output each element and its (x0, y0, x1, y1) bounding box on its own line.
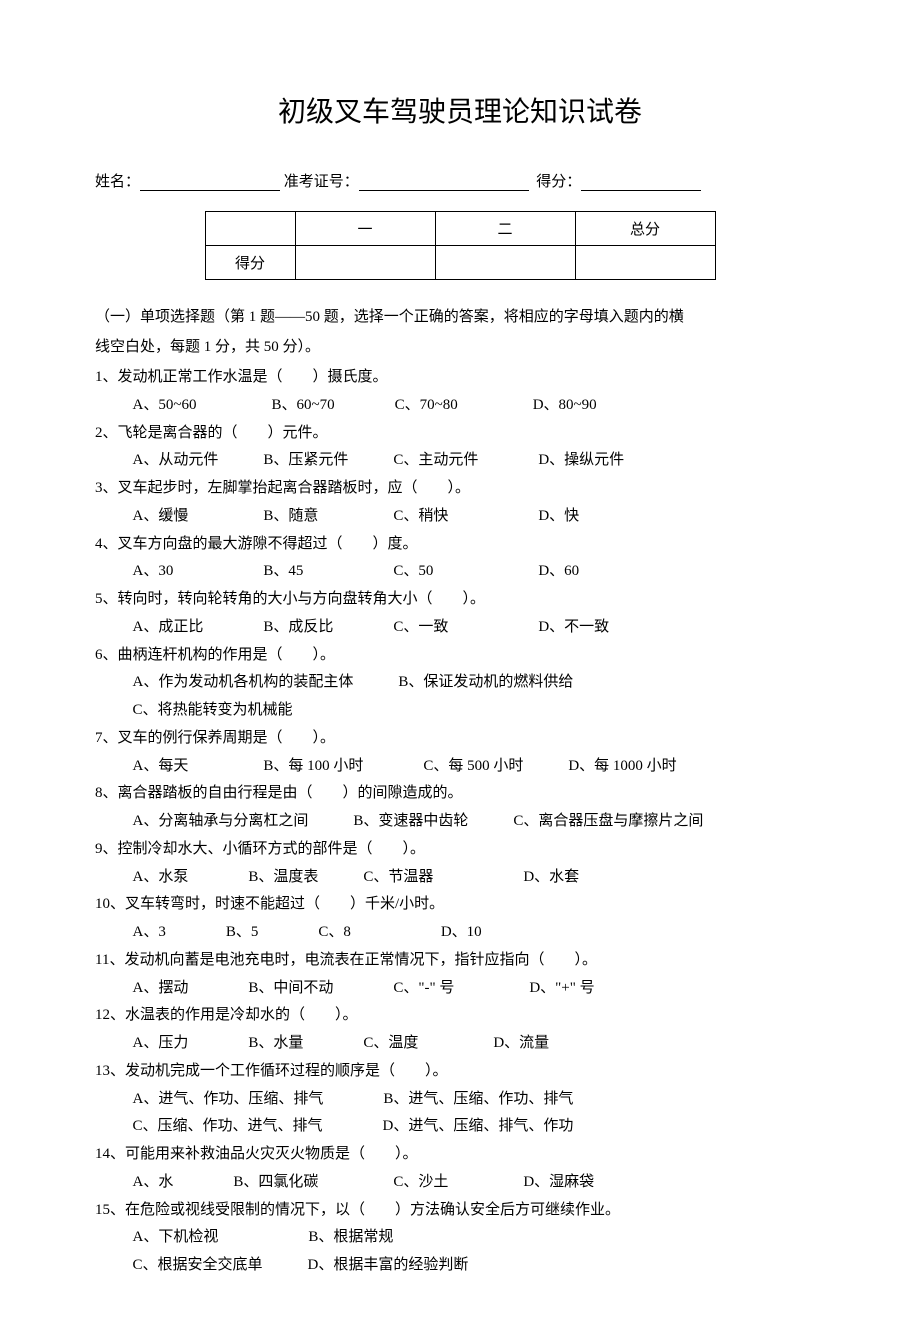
question-options: A、成正比 B、成反比 C、一致 D、不一致 (95, 614, 825, 642)
question-text: 5、转向时，转向轮转角的大小与方向盘转角大小（ ）。 (95, 586, 825, 614)
table-cell (435, 246, 575, 280)
table-row: 一 二 总分 (205, 212, 715, 246)
question-item: 6、曲柄连杆机构的作用是（ ）。A、作为发动机各机构的装配主体 B、保证发动机的… (95, 642, 825, 725)
section-intro-line2: 线空白处，每题 1 分，共 50 分）。 (95, 335, 825, 361)
question-options: A、进气、作功、压缩、排气 B、进气、压缩、作功、排气 (95, 1086, 825, 1114)
question-item: 11、发动机向蓄是电池充电时，电流表在正常情况下，指针应指向（ ）。A、摆动 B… (95, 947, 825, 1003)
table-cell: 得分 (205, 246, 295, 280)
table-row: 得分 (205, 246, 715, 280)
question-options: A、水 B、四氯化碳 C、沙土 D、湿麻袋 (95, 1169, 825, 1197)
question-text: 12、水温表的作用是冷却水的（ ）。 (95, 1002, 825, 1030)
table-cell (575, 246, 715, 280)
question-options: A、3 B、5 C、8 D、10 (95, 919, 825, 947)
table-cell (295, 246, 435, 280)
question-text: 3、叉车起步时，左脚掌抬起离合器踏板时，应（ ）。 (95, 475, 825, 503)
exam-no-blank (359, 173, 529, 191)
question-options: A、30 B、45 C、50 D、60 (95, 558, 825, 586)
question-options: A、缓慢 B、随意 C、稍快 D、快 (95, 503, 825, 531)
question-options: A、水泵 B、温度表 C、节温器 D、水套 (95, 864, 825, 892)
question-options: A、从动元件 B、压紧元件 C、主动元件 D、操纵元件 (95, 447, 825, 475)
question-item: 4、叉车方向盘的最大游隙不得超过（ ）度。A、30 B、45 C、50 D、60 (95, 531, 825, 587)
question-options: C、根据安全交底单 D、根据丰富的经验判断 (95, 1252, 825, 1280)
question-options: A、每天 B、每 100 小时 C、每 500 小时 D、每 1000 小时 (95, 753, 825, 781)
table-cell: 总分 (575, 212, 715, 246)
score-label: 得分： (536, 174, 581, 190)
question-text: 4、叉车方向盘的最大游隙不得超过（ ）度。 (95, 531, 825, 559)
question-item: 5、转向时，转向轮转角的大小与方向盘转角大小（ ）。A、成正比 B、成反比 C、… (95, 586, 825, 642)
table-cell (205, 212, 295, 246)
question-options: A、压力 B、水量 C、温度 D、流量 (95, 1030, 825, 1058)
question-item: 15、在危险或视线受限制的情况下，以（ ）方法确认安全后方可继续作业。A、下机检… (95, 1197, 825, 1280)
question-text: 9、控制冷却水大、小循环方式的部件是（ ）。 (95, 836, 825, 864)
question-text: 13、发动机完成一个工作循环过程的顺序是（ ）。 (95, 1058, 825, 1086)
question-options: A、作为发动机各机构的装配主体 B、保证发动机的燃料供给 (95, 669, 825, 697)
exam-no-label: 准考证号： (284, 174, 359, 190)
page-title: 初级叉车驾驶员理论知识试卷 (95, 90, 825, 130)
question-item: 9、控制冷却水大、小循环方式的部件是（ ）。A、水泵 B、温度表 C、节温器 D… (95, 836, 825, 892)
question-text: 1、发动机正常工作水温是（ ）摄氏度。 (95, 364, 825, 392)
name-label: 姓名： (95, 174, 140, 190)
table-cell: 一 (295, 212, 435, 246)
question-options: C、将热能转变为机械能 (95, 697, 825, 725)
question-item: 3、叉车起步时，左脚掌抬起离合器踏板时，应（ ）。A、缓慢 B、随意 C、稍快 … (95, 475, 825, 531)
score-blank (581, 173, 701, 191)
question-options: A、下机检视 B、根据常规 (95, 1224, 825, 1252)
question-item: 8、离合器踏板的自由行程是由（ ）的间隙造成的。A、分离轴承与分离杠之间 B、变… (95, 780, 825, 836)
question-text: 14、可能用来补救油品火灾灭火物质是（ ）。 (95, 1141, 825, 1169)
question-text: 11、发动机向蓄是电池充电时，电流表在正常情况下，指针应指向（ ）。 (95, 947, 825, 975)
questions-container: 1、发动机正常工作水温是（ ）摄氏度。A、50~60 B、60~70 C、70~… (95, 364, 825, 1280)
question-item: 7、叉车的例行保养周期是（ ）。A、每天 B、每 100 小时 C、每 500 … (95, 725, 825, 781)
question-text: 15、在危险或视线受限制的情况下，以（ ）方法确认安全后方可继续作业。 (95, 1197, 825, 1225)
question-text: 8、离合器踏板的自由行程是由（ ）的间隙造成的。 (95, 780, 825, 808)
question-options: A、分离轴承与分离杠之间 B、变速器中齿轮 C、离合器压盘与摩擦片之间 (95, 808, 825, 836)
name-blank (140, 173, 280, 191)
question-text: 10、叉车转弯时，时速不能超过（ ）千米/小时。 (95, 891, 825, 919)
table-cell: 二 (435, 212, 575, 246)
question-text: 7、叉车的例行保养周期是（ ）。 (95, 725, 825, 753)
question-text: 6、曲柄连杆机构的作用是（ ）。 (95, 642, 825, 670)
question-item: 14、可能用来补救油品火灾灭火物质是（ ）。A、水 B、四氯化碳 C、沙土 D、… (95, 1141, 825, 1197)
section-intro-line1: （一）单项选择题（第 1 题——50 题，选择一个正确的答案，将相应的字母填入题… (95, 305, 825, 331)
student-info-line: 姓名： 准考证号： 得分： (95, 170, 825, 191)
question-item: 12、水温表的作用是冷却水的（ ）。A、压力 B、水量 C、温度 D、流量 (95, 1002, 825, 1058)
question-options: C、压缩、作功、进气、排气 D、进气、压缩、排气、作功 (95, 1113, 825, 1141)
question-options: A、50~60 B、60~70 C、70~80 D、80~90 (95, 392, 825, 420)
question-item: 10、叉车转弯时，时速不能超过（ ）千米/小时。A、3 B、5 C、8 D、10 (95, 891, 825, 947)
question-item: 2、飞轮是离合器的（ ）元件。A、从动元件 B、压紧元件 C、主动元件 D、操纵… (95, 420, 825, 476)
question-item: 1、发动机正常工作水温是（ ）摄氏度。A、50~60 B、60~70 C、70~… (95, 364, 825, 420)
question-options: A、摆动 B、中间不动 C、"-" 号 D、"+" 号 (95, 975, 825, 1003)
score-table: 一 二 总分 得分 (205, 211, 716, 280)
question-item: 13、发动机完成一个工作循环过程的顺序是（ ）。A、进气、作功、压缩、排气 B、… (95, 1058, 825, 1141)
question-text: 2、飞轮是离合器的（ ）元件。 (95, 420, 825, 448)
